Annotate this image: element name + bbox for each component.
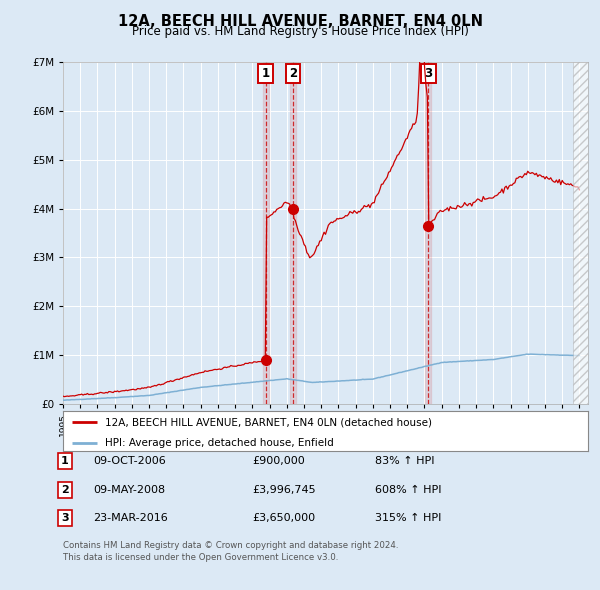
Text: 12A, BEECH HILL AVENUE, BARNET, EN4 0LN (detached house): 12A, BEECH HILL AVENUE, BARNET, EN4 0LN …: [105, 418, 432, 428]
Text: 2: 2: [289, 67, 297, 80]
Bar: [425, 62, 431, 404]
Text: 83% ↑ HPI: 83% ↑ HPI: [375, 457, 434, 466]
Text: 12A, BEECH HILL AVENUE, BARNET, EN4 0LN: 12A, BEECH HILL AVENUE, BARNET, EN4 0LN: [118, 14, 482, 28]
Text: Contains HM Land Registry data © Crown copyright and database right 2024.: Contains HM Land Registry data © Crown c…: [63, 541, 398, 550]
Text: Price paid vs. HM Land Registry's House Price Index (HPI): Price paid vs. HM Land Registry's House …: [131, 25, 469, 38]
Text: £900,000: £900,000: [252, 457, 305, 466]
Bar: [263, 62, 269, 404]
Polygon shape: [572, 62, 588, 404]
Text: This data is licensed under the Open Government Licence v3.0.: This data is licensed under the Open Gov…: [63, 553, 338, 562]
Text: HPI: Average price, detached house, Enfield: HPI: Average price, detached house, Enfi…: [105, 438, 334, 448]
Text: £3,650,000: £3,650,000: [252, 513, 315, 523]
Text: 2: 2: [61, 485, 68, 494]
Text: 3: 3: [61, 513, 68, 523]
Text: 09-OCT-2006: 09-OCT-2006: [93, 457, 166, 466]
Bar: [290, 62, 296, 404]
Text: 315% ↑ HPI: 315% ↑ HPI: [375, 513, 442, 523]
Text: 1: 1: [262, 67, 269, 80]
Text: 23-MAR-2016: 23-MAR-2016: [93, 513, 168, 523]
Text: 608% ↑ HPI: 608% ↑ HPI: [375, 485, 442, 494]
Text: 1: 1: [61, 457, 68, 466]
Text: £3,996,745: £3,996,745: [252, 485, 316, 494]
Text: 3: 3: [424, 67, 433, 80]
Text: 09-MAY-2008: 09-MAY-2008: [93, 485, 165, 494]
